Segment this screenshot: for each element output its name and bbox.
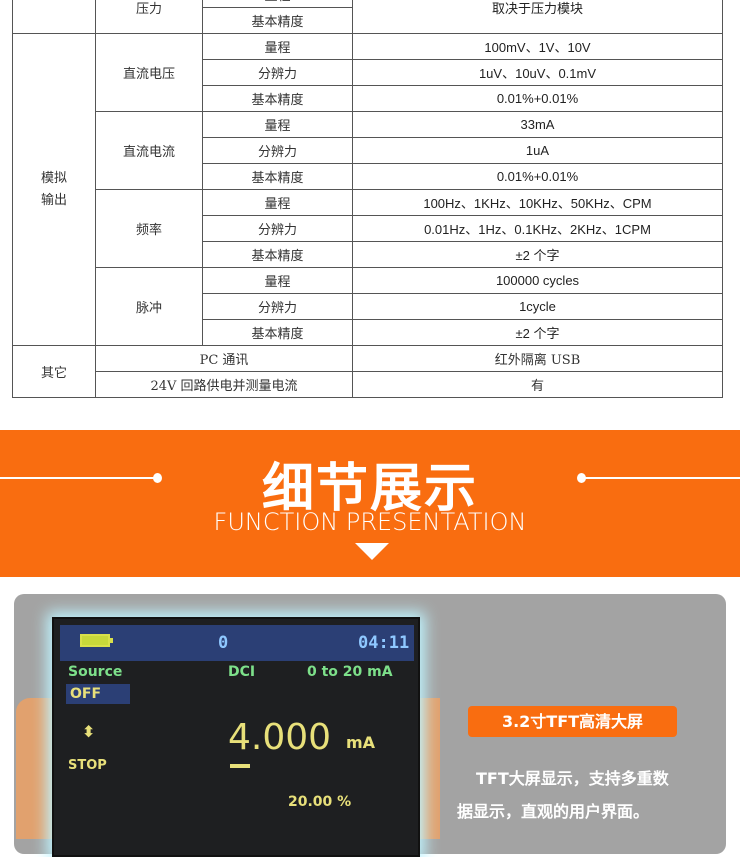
group-label: 脉冲 <box>95 267 203 346</box>
stop-label: STOP <box>68 758 107 773</box>
value-cell: ±2 个字 <box>352 241 723 268</box>
device-screen: 0 04:11 Source OFF DCI 0 to 20 mA ⬍ STOP… <box>52 617 420 857</box>
cursor-underline <box>230 764 250 768</box>
feature-badge: 3.2寸TFT高清大屏 <box>468 706 677 737</box>
group-label: 直流电压 <box>95 33 203 112</box>
param-label: 分辨力 <box>202 215 353 242</box>
output-state: OFF <box>66 684 130 704</box>
value-cell: 取决于压力模块 <box>352 0 723 34</box>
value-cell: 0.01Hz、1Hz、0.1KHz、2KHz、1CPM <box>352 215 723 242</box>
output-value: 4.000 <box>228 717 332 758</box>
param-label: 量程 <box>202 0 353 8</box>
param-label: 基本精度 <box>202 163 353 190</box>
range-label: 0 to 20 mA <box>307 664 393 680</box>
group-label: 直流电流 <box>95 111 203 190</box>
param-label: 量程 <box>202 111 353 138</box>
down-triangle-icon <box>355 543 389 560</box>
value-cell: 100Hz、1KHz、10KHz、50KHz、CPM <box>352 189 723 216</box>
section-subtitle: FUNCTION PRESENTATION <box>213 508 527 536</box>
param-label: 量程 <box>202 267 353 294</box>
param-label: 分辨力 <box>202 137 353 164</box>
percent-value: 20.00 % <box>288 794 352 810</box>
param-label: 量程 <box>202 33 353 60</box>
feature-desc-line1: TFT大屏显示，支持多重数 <box>476 769 669 788</box>
cat-label: 其它 <box>12 345 96 398</box>
cat-cell <box>12 0 96 34</box>
section-title: 细节展示 <box>261 459 478 519</box>
param-label: 分辨力 <box>202 293 353 320</box>
group-label: 压力 <box>95 0 203 34</box>
output-unit: mA <box>346 733 376 752</box>
param-label: 量程 <box>202 189 353 216</box>
channel-number: 0 <box>218 633 229 653</box>
divider-line <box>580 477 740 479</box>
feature-desc-line2: 据显示，直观的用户界面。 <box>457 802 650 821</box>
param-label: 基本精度 <box>202 319 353 346</box>
param-label: 基本精度 <box>202 241 353 268</box>
param-label: 基本精度 <box>202 85 353 112</box>
mode-label: Source <box>68 664 123 680</box>
value-cell: 33mA <box>352 111 723 138</box>
value-cell: 红外隔离 USB <box>352 345 723 372</box>
divider-dot <box>153 473 162 483</box>
value-cell: 100000 cycles <box>352 267 723 294</box>
value-cell: 0.01%+0.01% <box>352 163 723 190</box>
status-bar: 0 04:11 <box>60 625 414 661</box>
value-cell: 1cycle <box>352 293 723 320</box>
spec-table: 压力量程取决于压力模块 基本精度 模拟输出直流电压量程100mV、1V、10V分… <box>12 0 723 398</box>
param-label: 24V 回路供电并测量电流 <box>95 371 353 398</box>
param-label: PC 通讯 <box>95 345 353 372</box>
divider-dot <box>577 473 586 483</box>
cat-label: 模拟输出 <box>12 33 96 346</box>
divider-line <box>0 477 158 479</box>
group-label: 频率 <box>95 189 203 268</box>
value-cell: 100mV、1V、10V <box>352 33 723 60</box>
value-cell: 0.01%+0.01% <box>352 85 723 112</box>
param-label: 分辨力 <box>202 59 353 86</box>
device-body <box>16 698 56 839</box>
up-down-arrow-icon: ⬍ <box>82 722 96 741</box>
value-cell: 1uV、10uV、0.1mV <box>352 59 723 86</box>
battery-icon <box>80 634 113 647</box>
device-body <box>418 698 440 839</box>
value-cell: 有 <box>352 371 723 398</box>
value-cell: ±2 个字 <box>352 319 723 346</box>
clock: 04:11 <box>358 633 410 653</box>
value-cell: 1uA <box>352 137 723 164</box>
param-label: 基本精度 <box>202 7 353 34</box>
section-banner: 细节展示 FUNCTION PRESENTATION <box>0 430 740 577</box>
signal-type: DCI <box>228 664 256 680</box>
